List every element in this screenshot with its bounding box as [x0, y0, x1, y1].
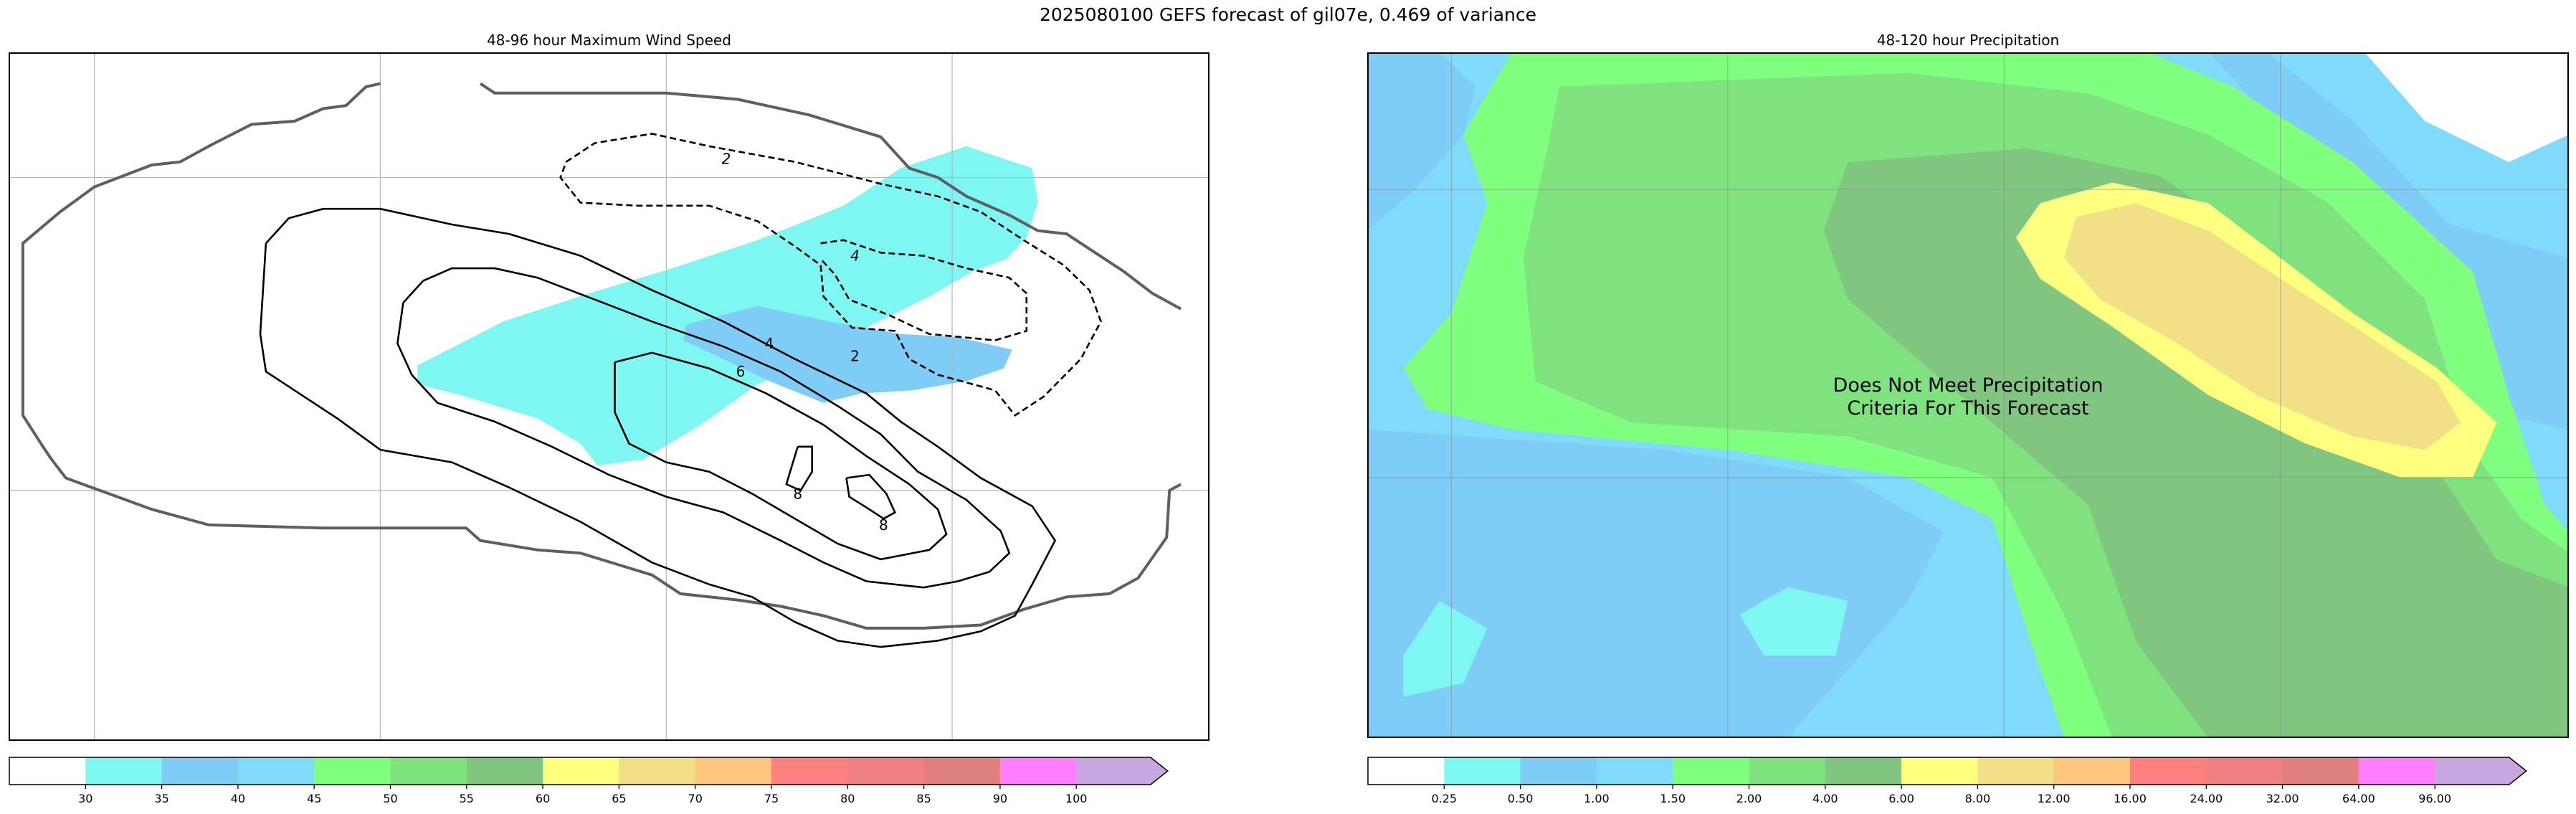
precip-panel-title: 48-120 hour Precipitation [1876, 32, 2060, 49]
precip-colorbar-swatch-13 [2358, 757, 2435, 785]
wind-colorbar-tick-label-3: 45 [307, 792, 321, 805]
precip-colorbar-swatch-2 [1520, 757, 1597, 785]
wind-colorbar-tick-label-1: 35 [154, 792, 168, 805]
precip-colorbar-tick-label-9: 16.00 [2114, 792, 2147, 805]
precip-fill-region-2 [1403, 600, 1488, 697]
wind-fill-region-1 [683, 306, 1012, 403]
wind-colorbar-swatch-12 [923, 757, 1001, 785]
precip-colorbar-swatch-6 [1825, 757, 1902, 785]
wind-colorbar-tick-label-2: 40 [231, 792, 245, 805]
wind-colorbar-swatch-8 [619, 757, 696, 785]
contour-label-4-0: 6 [736, 363, 746, 380]
precip-colorbar-extend-arrow [2435, 757, 2527, 785]
precip-fill-region-11 [2064, 203, 2461, 450]
precip-colorbar-swatch-5 [1749, 757, 1826, 785]
precip-colorbar-tick-label-12: 64.00 [2342, 792, 2375, 805]
wind-panel-title: 48-96 hour Maximum Wind Speed [487, 32, 731, 49]
figure-title: 2025080100 GEFS forecast of gil07e, 0.46… [1039, 4, 1537, 25]
precipitation-criteria-annotation: Does Not Meet Precipitation Criteria For… [1833, 374, 2104, 420]
wind-colorbar-tick-label-6: 60 [536, 792, 550, 805]
precip-colorbar-tick-label-3: 1.50 [1660, 792, 1686, 805]
wind-speed-map: 2 4 2 4 6 8 8 [9, 52, 1209, 741]
plot-frame [9, 52, 1209, 741]
precip-colorbar-tick-label-0: 0.25 [1431, 792, 1457, 805]
precipitation-map [1367, 52, 2569, 738]
wind-colorbar-tick-label-8: 70 [688, 792, 703, 805]
precip-colorbar-tick-label-10: 24.00 [2190, 792, 2223, 805]
wind-colorbar-tick-label-12: 90 [993, 792, 1007, 805]
wind-colorbar-tick-label-11: 85 [916, 792, 931, 805]
contour-line-0 [559, 133, 1102, 417]
boundary-line-0 [21, 82, 1182, 630]
wind-colorbar-swatch-3 [237, 757, 315, 785]
wind-colorbar-outline [9, 757, 1169, 785]
plot-frame [1367, 52, 2569, 738]
precip-colorbar-tick-label-7: 8.00 [1965, 792, 1991, 805]
contour-line-2 [259, 207, 1057, 648]
contour-label-2-0: 2 [850, 347, 860, 364]
precip-colorbar-swatch-7 [1901, 757, 1978, 785]
wind-colorbar-tick-label-7: 65 [612, 792, 626, 805]
wind-colorbar-swatch-1 [85, 757, 163, 785]
precip-colorbar-swatch-8 [1977, 757, 2055, 785]
contour-label-1-0: 4 [850, 247, 860, 265]
precip-fill-region-6 [2364, 52, 2569, 162]
precip-fill-region-0 [1367, 52, 1475, 231]
precip-colorbar-outline [1367, 757, 2527, 785]
precip-colorbar-swatch-9 [2053, 757, 2131, 785]
precip-colorbar-swatch-1 [1444, 757, 1521, 785]
precip-fill-region-9 [1823, 148, 2569, 738]
wind-colorbar-swatch-0 [9, 757, 86, 785]
precip-colorbar-tick-label-1: 0.50 [1508, 792, 1534, 805]
wind-colorbar-tick-label-0: 30 [78, 792, 92, 805]
wind-colorbar-swatch-13 [999, 757, 1077, 785]
wind-colorbar-swatch-11 [847, 757, 925, 785]
precipitation-colorbar: 0.25 0.50 1.00 1.50 2.00 4.00 6.00 8.00 12.00 16.… [1367, 757, 2527, 805]
wind-colorbar-swatch-10 [771, 757, 848, 785]
contour-line-5 [785, 445, 813, 492]
wind-speed-colorbar: 30 35 40 45 50 55 60 65 70 75 80 85 90 100 [9, 757, 1169, 805]
precip-colorbar-swatch-12 [2282, 757, 2359, 785]
precip-colorbar-tick-label-2: 1.00 [1584, 792, 1610, 805]
wind-colorbar-swatch-4 [314, 757, 391, 785]
contour-line-4 [614, 351, 948, 561]
precip-fill-region-3 [1739, 587, 1848, 656]
precip-colorbar-swatch-11 [2206, 757, 2283, 785]
contour-label-3-0: 4 [764, 335, 774, 352]
wind-fill-region-0 [417, 146, 1038, 465]
boundary-line-1 [479, 82, 1182, 311]
contour-line-6 [845, 473, 896, 520]
wind-colorbar-swatch-6 [466, 757, 543, 785]
precip-colorbar-swatch-4 [1673, 757, 1749, 785]
precip-colorbar-swatch-3 [1596, 757, 1673, 785]
precip-colorbar-tick-label-4: 2.00 [1736, 792, 1762, 805]
contour-label-0-0: 2 [722, 150, 731, 167]
precip-colorbar-swatch-10 [2130, 757, 2207, 785]
wind-colorbar-tick-label-10: 80 [840, 792, 855, 805]
wind-colorbar-tick-label-13: 100 [1065, 792, 1088, 805]
precip-colorbar-tick-label-13: 96.00 [2418, 792, 2451, 805]
precip-colorbar-tick-label-5: 4.00 [1812, 792, 1838, 805]
contour-line-3 [396, 267, 1011, 589]
wind-colorbar-tick-label-5: 55 [460, 792, 474, 805]
contour-label-6-0: 8 [879, 516, 888, 534]
wind-colorbar-tick-label-9: 75 [764, 792, 779, 805]
wind-colorbar-swatch-9 [695, 757, 772, 785]
wind-colorbar-swatch-7 [543, 757, 619, 785]
wind-colorbar-swatch-5 [390, 757, 467, 785]
wind-colorbar-swatch-2 [161, 757, 239, 785]
wind-colorbar-tick-label-4: 50 [383, 792, 397, 805]
precip-colorbar-tick-label-11: 32.00 [2266, 792, 2299, 805]
contour-label-5-0: 8 [793, 485, 802, 502]
contour-line-1 [819, 239, 1028, 341]
precip-colorbar-tick-label-6: 6.00 [1888, 792, 1914, 805]
precip-colorbar-tick-label-8: 12.00 [2038, 792, 2071, 805]
precip-colorbar-swatch-0 [1368, 757, 1445, 785]
wind-colorbar-extend-arrow [1076, 757, 1168, 785]
precip-fill-region-1 [1367, 429, 1944, 738]
